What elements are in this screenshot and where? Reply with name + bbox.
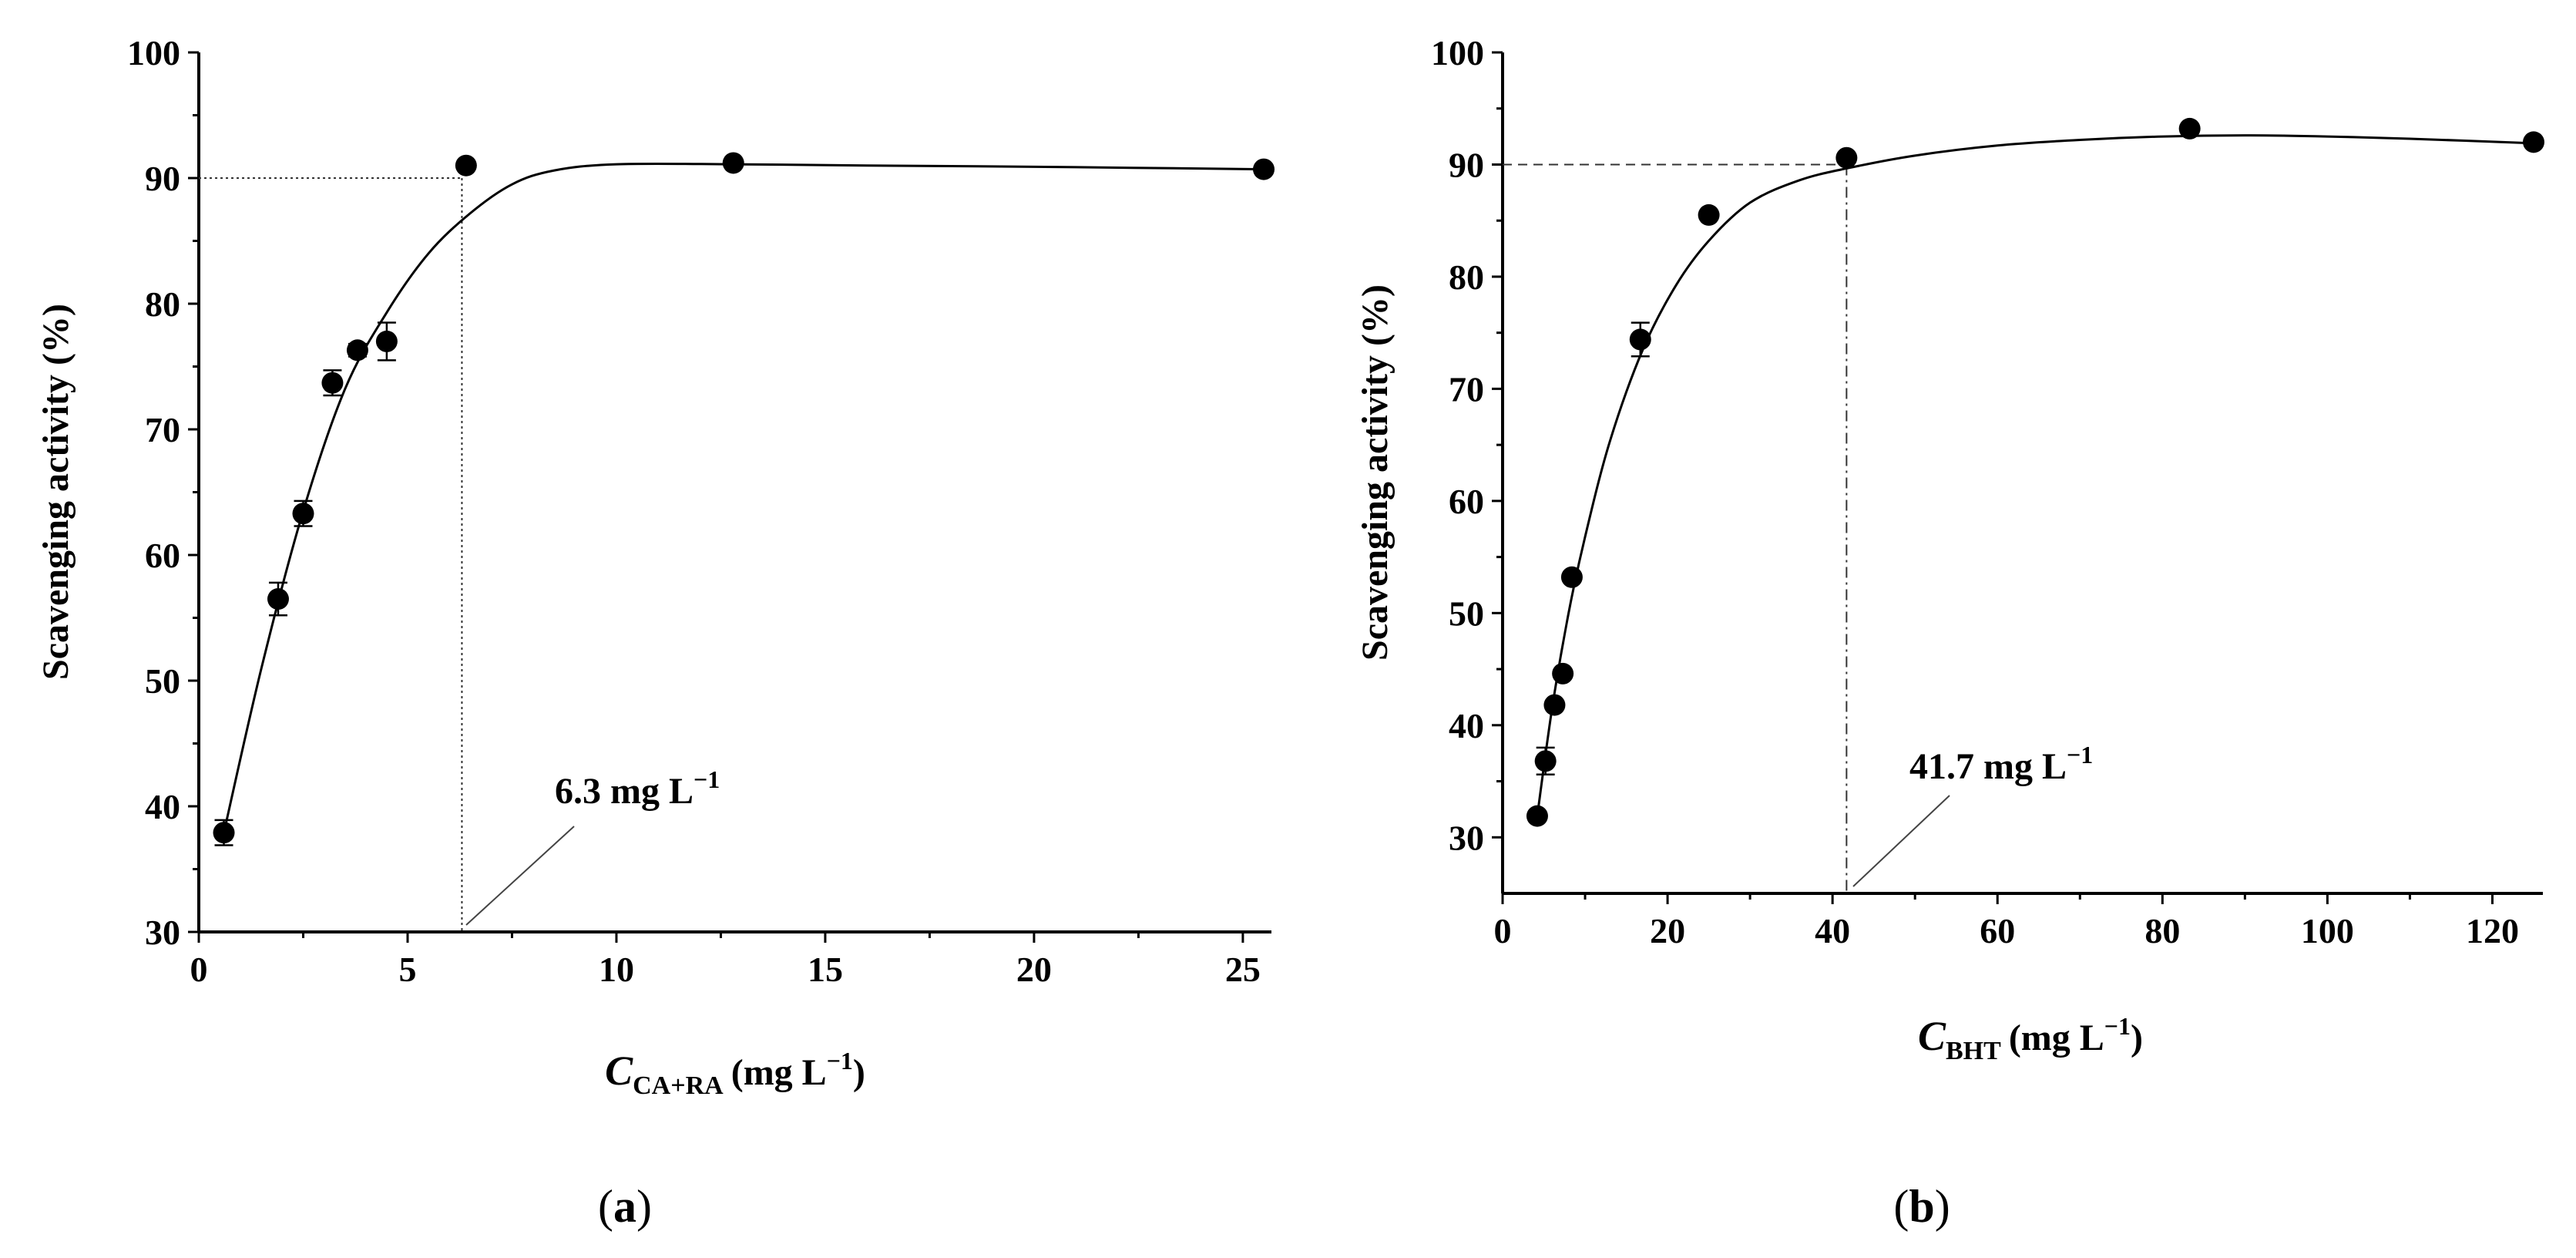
panel-a-annotation-text: 6.3 mg L <box>555 771 694 812</box>
panel-b-x-tick-label: 20 <box>1650 911 1685 950</box>
panel-b-data-point <box>1560 566 1583 588</box>
panel-a-label-close: ) <box>636 1181 652 1232</box>
panel-a-data-points <box>213 152 1275 846</box>
panel-a-label-open: ( <box>598 1181 613 1232</box>
panel-b-data-point <box>1698 204 1720 226</box>
panel-b-label-close: ) <box>1935 1181 1950 1232</box>
panel-b-y-tick-label: 80 <box>1449 257 1484 297</box>
panel-a-x-axis-unit-exponent: −1 <box>827 1047 853 1075</box>
panel-b-y-tick-label: 100 <box>1431 33 1484 72</box>
panel-b-y-tick-label: 50 <box>1449 594 1484 633</box>
panel-a-x-tick-label: 0 <box>190 950 208 989</box>
panel-b-data-point <box>1534 750 1557 772</box>
panel-a-reference-lines <box>199 177 463 932</box>
panel-a-y-tick-label: 90 <box>145 159 180 198</box>
panel-a-data-point <box>722 152 744 174</box>
panel-a-y-tick-label: 40 <box>145 787 180 826</box>
panel-b-fit-line <box>1536 134 2534 816</box>
panel-a-x-axis-symbol: C <box>605 1048 633 1094</box>
panel-b-x-tick-label: 0 <box>1494 911 1512 950</box>
panel-b-x-axis-close: ) <box>2131 1018 2143 1058</box>
panel-a-x-tick-label: 25 <box>1225 950 1261 989</box>
panel-a-axes <box>197 52 1271 933</box>
panel-b-x-ticks: 0 20 40 60 80 100 120 <box>1494 893 2519 950</box>
panel-a-x-tick-label: 20 <box>1016 950 1052 989</box>
panel-b-x-tick-label: 60 <box>1980 911 2015 950</box>
panel-b-label: (b) <box>1893 1181 1950 1232</box>
panel-a-label: (a) <box>598 1181 652 1232</box>
panel-b-y-tick-label: 40 <box>1449 706 1484 745</box>
panel-b-data-point <box>1629 328 1651 351</box>
panel-a-annotation-exponent: −1 <box>694 765 720 793</box>
panel-b-annotation-text: 41.7 mg L <box>1909 746 2067 787</box>
panel-b-axes <box>1501 52 2543 895</box>
panel-b-label-open: ( <box>1893 1181 1909 1232</box>
panel-b-y-tick-label: 30 <box>1449 818 1484 857</box>
panel-a-data-point <box>292 503 314 525</box>
panel-a-x-axis-unit: (mg L <box>731 1052 827 1093</box>
panel-b-data-point <box>1526 805 1548 827</box>
panel-a-y-tick-label: 70 <box>145 410 180 449</box>
panel-b-y-axis-title: Scavenging activity (%) <box>1355 284 1395 661</box>
panel-a-fit-curve <box>223 162 1264 833</box>
panel-a-label-letter: a <box>613 1181 636 1232</box>
panel-a-x-tick-label: 10 <box>599 950 634 989</box>
panel-a-y-tick-label: 100 <box>127 33 180 72</box>
panel-b-data-point <box>1552 662 1574 684</box>
panel-b-label-letter: b <box>1909 1181 1934 1232</box>
panel-a-y-tick-label: 60 <box>145 536 180 575</box>
panel-a-x-axis-subscript: CA+RA <box>633 1071 724 1100</box>
panel-a-x-ticks: 0 5 10 15 20 25 <box>190 932 1261 989</box>
panel-a-y-tick-label: 80 <box>145 284 180 324</box>
panel-a-data-point <box>321 372 344 394</box>
panel-a-y-tick-label: 50 <box>145 661 180 701</box>
panel-b-data-points <box>1526 117 2544 827</box>
panel-b-chart: 30 40 50 60 70 80 90 100 0 20 40 60 80 100 120 Scaven… <box>1355 33 2544 1232</box>
panel-a-x-tick-label: 15 <box>808 950 843 989</box>
panel-b-annotation-leader <box>1852 795 1950 887</box>
panel-a-y-tick-label: 30 <box>145 913 180 952</box>
panel-a-annotation: 6.3 mg L−1 <box>555 765 720 812</box>
panel-b-x-tick-label: 100 <box>2301 911 2354 950</box>
panel-b-x-tick-label: 80 <box>2144 911 2180 950</box>
panel-b-data-point <box>2178 117 2201 140</box>
panel-a-chart: 30 40 50 60 70 80 90 100 0 5 10 15 20 25 Scavenging … <box>35 33 1275 1232</box>
panel-b-data-point <box>2523 131 2544 153</box>
panel-b-data-point <box>1835 146 1858 169</box>
panel-a-x-axis-title: CCA+RA (mg L−1) <box>605 1047 865 1100</box>
panel-b-x-axis-subscript: BHT <box>1946 1037 2001 1065</box>
panel-b-x-axis-unit: (mg L <box>2009 1018 2104 1058</box>
panel-b-fit-curve <box>1536 134 2534 816</box>
panel-a-data-point <box>267 588 289 610</box>
panel-a-x-axis-close: ) <box>853 1052 865 1093</box>
panel-b-annotation: 41.7 mg L−1 <box>1909 741 2093 787</box>
panel-b-y-tick-label: 70 <box>1449 369 1484 409</box>
panel-a-y-ticks: 30 40 50 60 70 80 90 100 <box>127 33 199 952</box>
panel-a-annotation-leader <box>465 826 575 926</box>
panel-a-data-point <box>346 339 368 362</box>
panel-a-data-point <box>213 822 235 844</box>
panel-b-x-tick-label: 120 <box>2466 911 2519 950</box>
panel-a-data-point <box>375 330 398 352</box>
panel-b-y-ticks: 30 40 50 60 70 80 90 100 <box>1431 33 1503 857</box>
panel-b-reference-lines <box>1503 163 1848 893</box>
panel-a-data-point <box>455 154 477 177</box>
panel-b-y-tick-label: 90 <box>1449 145 1484 184</box>
panel-b-y-tick-label: 60 <box>1449 482 1484 521</box>
panel-a-x-tick-label: 5 <box>398 950 416 989</box>
panel-b-x-tick-label: 40 <box>1815 911 1850 950</box>
panel-a-data-point <box>1253 158 1275 180</box>
panel-a-y-axis-title: Scavenging activity (%) <box>35 304 76 680</box>
panel-a-fit-line <box>223 162 1264 833</box>
panel-b-x-axis-unit-exponent: −1 <box>2104 1012 2131 1040</box>
panel-b-annotation-exponent: −1 <box>2067 741 2093 769</box>
panel-b-x-axis-title: CBHT (mg L−1) <box>1918 1012 2143 1065</box>
panel-b-x-axis-symbol: C <box>1918 1013 1946 1059</box>
panel-b-data-point <box>1543 694 1566 716</box>
